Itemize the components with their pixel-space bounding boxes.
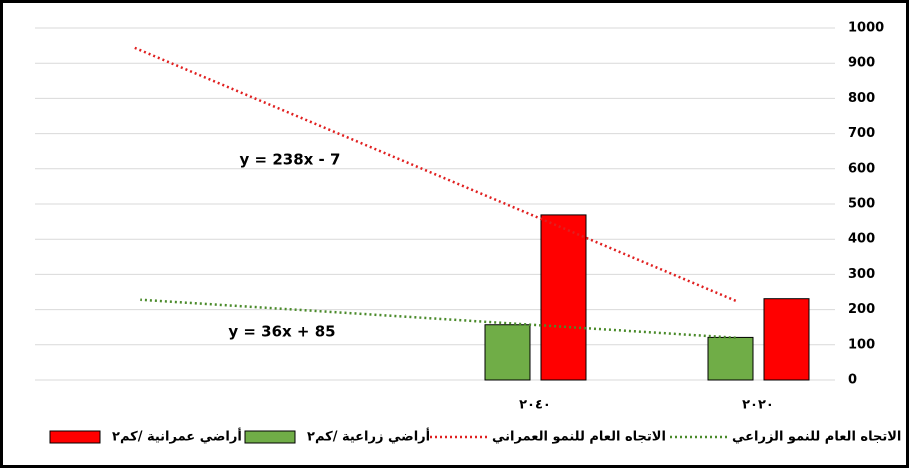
y-tick-label: 500: [848, 197, 875, 212]
y-tick-label: 900: [848, 56, 875, 71]
legend-swatch: [49, 430, 101, 444]
legend-swatch: [244, 430, 296, 444]
trend-equation: y = 36x + 85: [228, 323, 335, 341]
bar: [540, 214, 587, 381]
y-tick-label: 700: [848, 126, 875, 141]
y-tick-label: 200: [848, 302, 875, 317]
legend-label: أراضي زراعية /كم٢: [307, 428, 430, 445]
legend-label: الاتجاه العام للنمو العمراني: [492, 430, 666, 445]
trend-equation: y = 238x - 7: [240, 151, 341, 169]
y-tick-label: 0: [848, 373, 857, 388]
x-tick-label: ٢٠٢٠: [742, 398, 774, 413]
y-tick-label: 300: [848, 267, 875, 282]
y-tick-label: 600: [848, 161, 875, 176]
y-tick-label: 1000: [848, 21, 884, 36]
bar: [763, 298, 810, 381]
bar: [707, 336, 754, 381]
legend-label: أراضي عمرانية /كم٢: [112, 428, 242, 445]
y-tick-label: 400: [848, 232, 875, 247]
bar: [484, 324, 531, 381]
legend-label: الاتجاه العام للنمو الزراعي: [732, 430, 901, 445]
x-tick-label: ٢٠٤٠: [519, 398, 551, 413]
y-tick-label: 100: [848, 337, 875, 352]
y-tick-label: 800: [848, 91, 875, 106]
trend-line: [133, 46, 737, 302]
